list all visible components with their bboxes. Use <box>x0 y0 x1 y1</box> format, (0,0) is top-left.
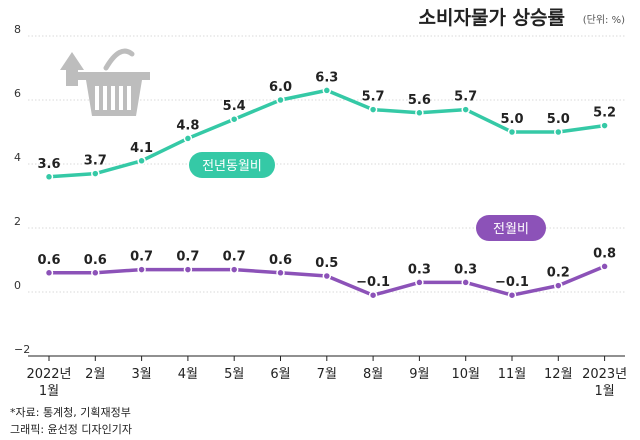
chart-title: 소비자물가 상승률 <box>419 7 565 29</box>
data-label: 0.7 <box>223 250 246 265</box>
data-point <box>137 265 146 274</box>
data-point <box>600 121 609 130</box>
data-point <box>368 290 378 300</box>
data-label: 0.3 <box>454 262 477 277</box>
data-point <box>229 114 239 124</box>
x-tick-label: 10월 <box>451 367 480 382</box>
x-tick-label: 2월 <box>85 367 105 382</box>
data-label: 4.1 <box>130 141 153 156</box>
source-note: *자료: 통계청, 기획재정부 <box>10 406 131 419</box>
x-tick-label: 1월 <box>39 384 59 399</box>
data-label: 4.8 <box>176 118 199 133</box>
data-label: 5.2 <box>593 106 616 121</box>
data-point <box>91 268 100 278</box>
x-tick-label: 1월 <box>594 384 614 399</box>
data-point <box>322 86 332 95</box>
data-point <box>91 169 100 178</box>
x-tick-label: 6월 <box>270 367 290 382</box>
y-tick-label: 6 <box>14 87 21 100</box>
data-label: 0.5 <box>315 256 338 271</box>
legend-label-mom: 전월비 <box>493 222 529 237</box>
unit-label: (단위: %) <box>583 13 625 26</box>
data-point <box>461 278 470 287</box>
data-label: −0.1 <box>356 275 390 290</box>
x-tick-label: 2023년 <box>582 367 627 382</box>
basket-arrow-icon <box>60 48 150 116</box>
x-tick-label: 4월 <box>178 367 198 382</box>
data-label: 5.6 <box>408 93 431 108</box>
y-tick-label: 2 <box>14 215 21 228</box>
data-point <box>368 105 378 114</box>
x-tick-label: 8월 <box>363 367 383 382</box>
axis-layer: 8 6 4 2 0 −2 2022년 1월 2월 3월 4월 5월 6월 7월 8월 9월 10월 11월 12월 2… <box>14 23 627 399</box>
y-tick-label: 8 <box>14 23 21 36</box>
data-point <box>554 281 563 290</box>
x-tick-label: 5월 <box>224 367 244 382</box>
x-tick-label: 7월 <box>317 367 337 382</box>
data-label: 5.7 <box>362 90 385 105</box>
data-label: 6.0 <box>269 80 292 95</box>
legend-label-yoy: 전년동월비 <box>202 159 262 174</box>
data-label: 5.0 <box>500 112 523 127</box>
data-point <box>183 265 193 274</box>
data-point <box>44 268 54 278</box>
y-tick-label: 0 <box>14 279 21 292</box>
y-tick-label: −2 <box>14 343 30 356</box>
x-tick-label: 11월 <box>498 367 527 382</box>
legend-pill-yoy <box>189 152 275 178</box>
data-label: 0.6 <box>269 253 292 268</box>
x-tick-label: 3월 <box>131 367 151 382</box>
data-label: 0.3 <box>408 262 431 277</box>
data-label: 0.8 <box>593 246 616 261</box>
data-label: 3.6 <box>37 157 60 172</box>
data-label: −0.1 <box>495 275 529 290</box>
data-point <box>461 105 470 114</box>
data-label: 3.7 <box>84 154 107 169</box>
y-tick-label: 4 <box>14 151 21 164</box>
data-point <box>507 127 517 137</box>
data-point <box>322 271 332 281</box>
legend-pill-mom <box>476 215 546 241</box>
data-point <box>600 262 609 271</box>
data-point <box>183 134 193 143</box>
data-point <box>554 127 563 137</box>
data-label: 5.0 <box>547 112 570 127</box>
data-point <box>229 265 239 274</box>
data-label: 6.3 <box>315 70 338 85</box>
data-label: 0.6 <box>37 253 60 268</box>
data-label: 0.7 <box>176 250 199 265</box>
data-point <box>415 278 424 287</box>
data-point <box>44 172 54 182</box>
data-label: 0.7 <box>130 250 153 265</box>
data-point <box>137 156 146 166</box>
data-label: 5.7 <box>454 90 477 105</box>
label-layer: 3.6 3.7 4.1 4.8 5.4 6.0 6.3 5.7 5.6 5.7 5.0 5.0 5.2 0… <box>37 70 616 290</box>
data-point <box>276 268 285 278</box>
x-tick-label: 2022년 <box>26 367 71 382</box>
data-label: 0.6 <box>84 253 107 268</box>
data-point <box>415 108 424 118</box>
data-label: 0.2 <box>547 266 570 281</box>
data-point <box>507 290 517 300</box>
x-tick-label: 9월 <box>409 367 429 382</box>
data-label: 5.4 <box>223 99 246 114</box>
data-point <box>276 95 285 105</box>
series-layer <box>44 86 609 300</box>
credit-note: 그래픽: 윤선정 디자인기자 <box>10 423 133 436</box>
x-tick-label: 12월 <box>544 367 573 382</box>
